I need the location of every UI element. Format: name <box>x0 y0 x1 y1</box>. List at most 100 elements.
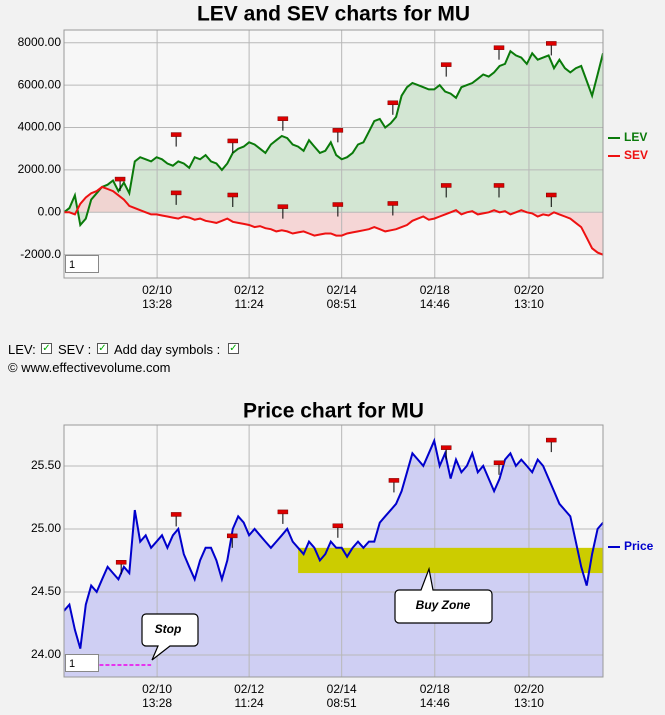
y-tick-label: 4000.00 <box>18 120 62 134</box>
day-marker <box>387 201 399 216</box>
day-marker <box>227 192 239 207</box>
x-tick-label: 02/10 13:28 <box>142 283 173 311</box>
day-marker <box>277 509 289 524</box>
marker-flag <box>170 512 182 517</box>
day-marker <box>226 533 238 548</box>
day-marker <box>440 62 452 77</box>
legend-label: SEV <box>624 148 648 162</box>
area-fill <box>64 51 603 226</box>
marker-flag <box>115 560 127 565</box>
x-tick-label: 02/10 13:28 <box>142 682 173 710</box>
buy-zone-label: Buy Zone <box>416 598 471 612</box>
day-marker <box>546 192 557 207</box>
day-marker <box>170 512 182 527</box>
day-marker <box>546 41 557 56</box>
day-symbols-checkbox[interactable]: ✓ <box>228 343 239 354</box>
y-tick-label: 6000.00 <box>18 77 62 91</box>
scale-input[interactable]: 1 <box>65 654 99 672</box>
x-tick-label: 02/12 11:24 <box>234 682 265 710</box>
marker-flag <box>440 62 452 67</box>
legend-label: LEV <box>624 130 647 144</box>
lev-checkbox[interactable]: ✓ <box>41 343 52 354</box>
y-tick-label: 8000.00 <box>18 35 62 49</box>
copyright: © www.effectivevolume.com <box>8 360 171 375</box>
chart-title: Price chart for MU <box>243 400 424 423</box>
day-marker <box>277 204 289 219</box>
series-line <box>64 49 603 228</box>
y-tick-label: -2000.0 <box>20 247 61 261</box>
stop-label: Stop <box>155 622 182 636</box>
x-tick-label: 02/18 14:46 <box>419 283 450 311</box>
y-tick-label: 24.00 <box>31 647 61 661</box>
scale-input[interactable]: 1 <box>65 255 99 273</box>
area-fill <box>64 186 603 255</box>
marker-flag <box>546 192 557 198</box>
y-tick-label: 0.00 <box>38 204 62 218</box>
marker-flag <box>170 132 182 137</box>
y-tick-label: 24.50 <box>31 584 61 598</box>
marker-flag <box>277 116 289 121</box>
marker-flag <box>332 202 344 207</box>
marker-flag <box>493 45 505 50</box>
marker-flag <box>440 445 452 450</box>
series-line <box>64 437 603 649</box>
marker-flag <box>227 138 239 144</box>
marker-flag <box>226 533 238 539</box>
y-tick-label: 2000.00 <box>18 162 62 176</box>
marker-flag <box>277 509 289 515</box>
marker-flag <box>493 460 505 466</box>
day-marker <box>493 45 505 60</box>
marker-flag <box>546 41 557 46</box>
chart-title: LEV and SEV charts for MU <box>197 3 470 26</box>
lev-toggle-label: LEV: <box>8 342 36 357</box>
day-marker <box>227 138 239 153</box>
y-tick-label: 25.00 <box>31 521 61 535</box>
x-tick-label: 02/14 08:51 <box>326 682 357 710</box>
marker-flag <box>332 523 344 529</box>
sev-checkbox[interactable]: ✓ <box>97 343 108 354</box>
marker-flag <box>387 100 399 106</box>
day-marker <box>546 437 557 453</box>
buy-zone-callout <box>394 566 493 624</box>
marker-flag <box>114 176 126 182</box>
plot-border <box>63 29 604 279</box>
marker-flag <box>388 478 400 483</box>
day-marker <box>332 128 344 143</box>
marker-flag <box>332 128 344 133</box>
marker-flag <box>227 192 239 198</box>
legend-label: Price <box>624 539 654 553</box>
x-tick-label: 02/20 13:10 <box>513 682 544 710</box>
day-marker <box>388 478 400 493</box>
marker-flag <box>493 183 505 188</box>
day-marker <box>332 523 344 538</box>
x-tick-label: 02/20 13:10 <box>513 283 544 311</box>
day-marker <box>387 100 399 115</box>
day-marker <box>114 176 126 192</box>
x-tick-label: 02/18 14:46 <box>419 682 450 710</box>
x-tick-label: 02/12 11:24 <box>234 283 265 311</box>
plot-content <box>64 30 603 278</box>
stop-callout <box>141 613 199 661</box>
day-marker <box>493 183 505 198</box>
marker-flag <box>170 190 182 196</box>
day-marker <box>440 183 452 198</box>
day-marker <box>493 460 505 475</box>
marker-flag <box>440 183 452 188</box>
y-tick-label: 25.50 <box>31 458 61 472</box>
marker-flag <box>277 204 289 209</box>
series-line <box>64 185 603 256</box>
marker-flag <box>546 437 557 443</box>
x-tick-label: 02/14 08:51 <box>326 283 357 311</box>
day-marker <box>440 445 452 460</box>
day-marker <box>332 202 344 217</box>
day-marker <box>170 132 182 147</box>
day-marker <box>277 116 289 131</box>
marker-flag <box>387 201 399 206</box>
sev-toggle-label: SEV : <box>58 342 92 357</box>
day-symbols-label: Add day symbols : <box>114 342 221 357</box>
day-marker <box>170 190 182 205</box>
day-marker <box>115 560 127 575</box>
plot-border <box>63 424 604 678</box>
